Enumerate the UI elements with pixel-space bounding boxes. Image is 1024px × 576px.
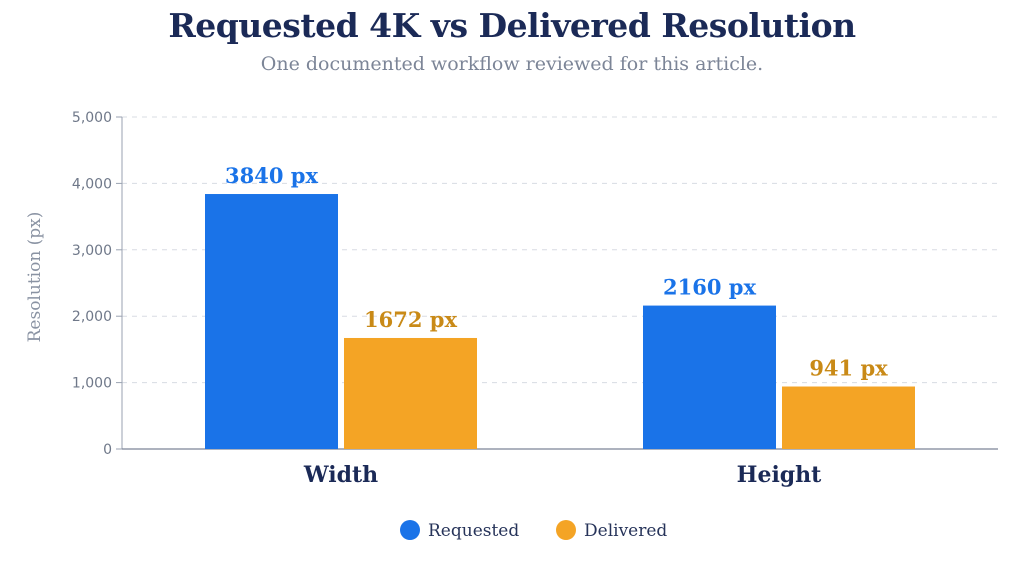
chart-title: Requested 4K vs Delivered Resolution	[168, 6, 856, 45]
y-tick-label: 1,000	[72, 376, 112, 392]
legend-swatch-requested	[400, 520, 420, 540]
legend-label-requested: Requested	[428, 521, 519, 541]
y-tick-label: 5,000	[72, 110, 112, 126]
y-tick-label: 0	[103, 442, 112, 458]
y-axis-label: Resolution (px)	[25, 212, 45, 343]
bar-requested-width	[205, 194, 338, 449]
legend-label-delivered: Delivered	[584, 521, 667, 541]
bar-requested-height	[643, 305, 776, 449]
data-label: 941 px	[809, 356, 888, 381]
data-label: 2160 px	[663, 275, 756, 300]
y-tick-label: 4,000	[72, 176, 112, 192]
bar-delivered-height	[782, 386, 915, 449]
x-category-label: Height	[737, 462, 823, 488]
y-tick-label: 3,000	[72, 243, 112, 259]
chart-subtitle: One documented workflow reviewed for thi…	[260, 53, 764, 75]
data-label: 1672 px	[364, 307, 457, 332]
x-category-label: Width	[303, 462, 378, 488]
y-tick-label: 2,000	[72, 309, 112, 325]
bar-delivered-width	[344, 337, 477, 449]
data-label: 3840 px	[225, 163, 318, 188]
legend-swatch-delivered	[556, 520, 576, 540]
